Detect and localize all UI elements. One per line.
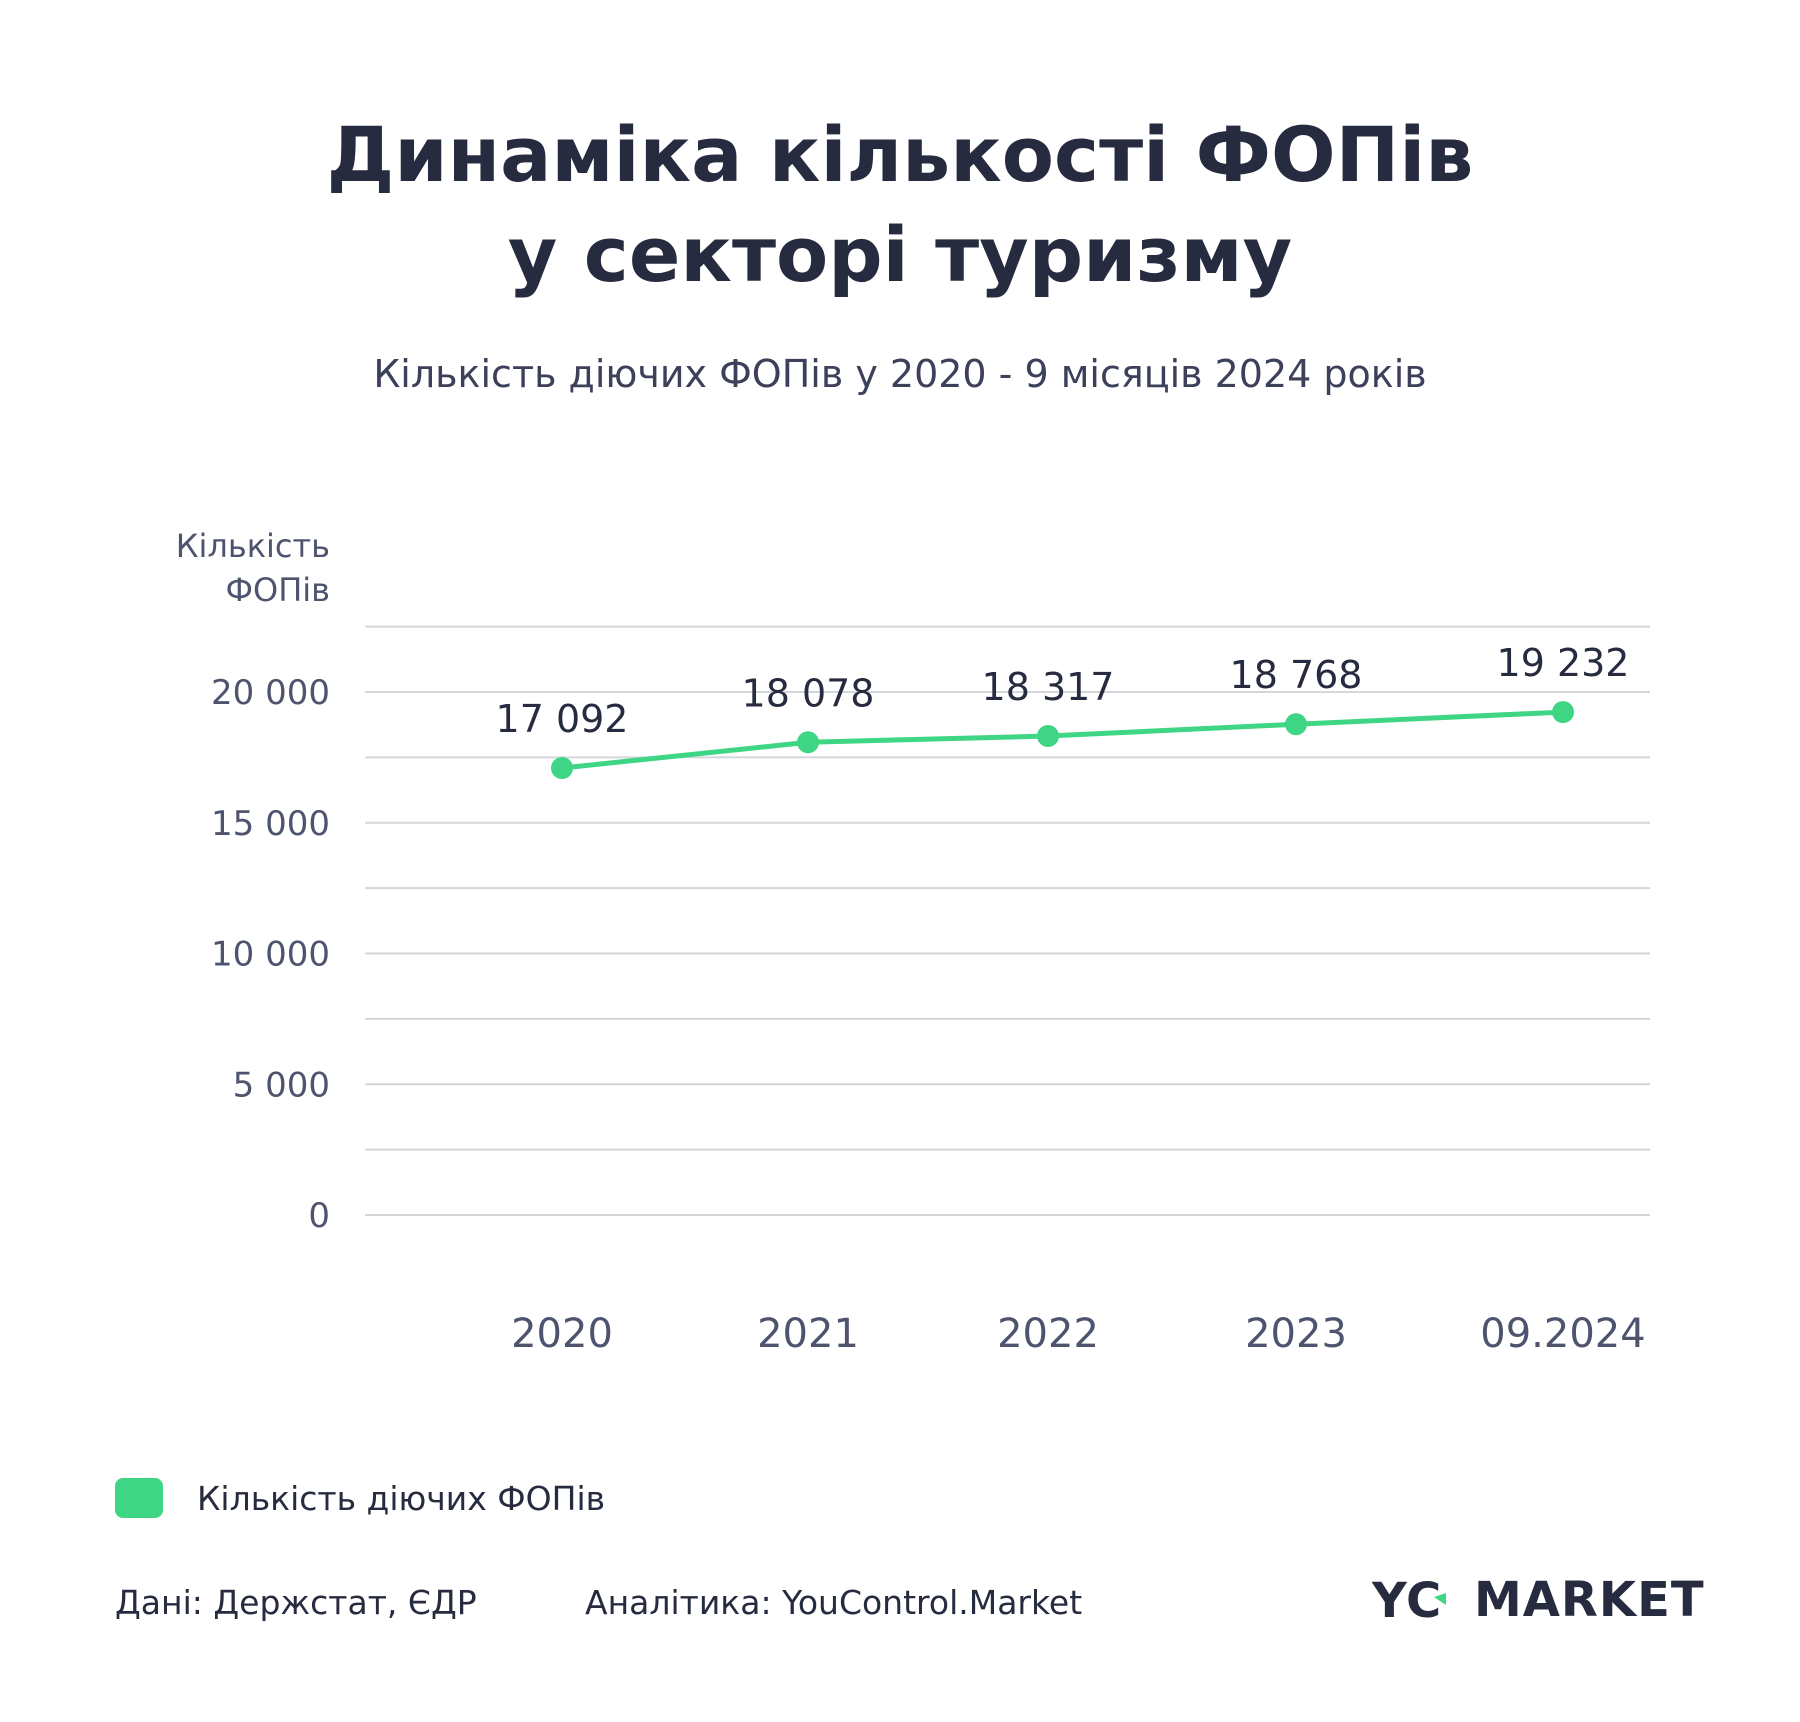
yc-logo-icon: YC	[1372, 1575, 1452, 1625]
chart-title-line2: у секторі туризму	[507, 210, 1293, 299]
data-label: 18 768	[1230, 653, 1363, 697]
data-labels: 17 092 18 078 18 317 18 768 19 232	[496, 641, 1630, 741]
legend-swatch	[115, 1478, 163, 1518]
y-axis-label-line1: Кількість	[175, 527, 330, 565]
data-point	[1552, 701, 1574, 724]
brand-text: MARKET	[1474, 1572, 1705, 1628]
y-tick-label: 5 000	[233, 1065, 330, 1105]
x-tick-labels: 2020 2021 2022 2023 09.2024	[511, 1311, 1646, 1357]
data-point	[797, 731, 819, 754]
x-tick-label: 09.2024	[1480, 1311, 1645, 1357]
legend: Кількість діючих ФОПів	[115, 1478, 605, 1518]
y-tick-label: 20 000	[211, 673, 330, 713]
x-tick-label: 2022	[997, 1311, 1099, 1357]
data-label: 18 078	[742, 671, 875, 715]
grid-lines	[365, 625, 1650, 1216]
chart-title: Динаміка кількості ФОПів у секторі туриз…	[0, 105, 1800, 305]
data-point	[551, 757, 573, 780]
data-points	[551, 701, 1574, 780]
yc-logo-letters: YC	[1372, 1575, 1442, 1625]
x-tick-label: 2021	[757, 1311, 859, 1357]
series-line-layer	[559, 709, 1566, 771]
y-tick-labels: 0 5 000 10 000 15 000 20 000	[211, 673, 330, 1236]
chart-subtitle: Кількість діючих ФОПів у 2020 - 9 місяці…	[373, 352, 1427, 396]
y-axis-label: Кількість ФОПів	[100, 524, 330, 612]
x-tick-label: 2020	[511, 1311, 613, 1357]
data-label: 18 317	[982, 665, 1115, 709]
footer-analytics: Аналітика: YouControl.Market	[585, 1583, 1083, 1622]
y-tick-label: 15 000	[211, 804, 330, 844]
legend-label: Кількість діючих ФОПів	[197, 1478, 606, 1518]
data-label: 19 232	[1497, 641, 1630, 685]
x-tick-label: 2023	[1245, 1311, 1347, 1357]
brand-logo: YC MARKET	[1372, 1572, 1705, 1628]
y-tick-label: 10 000	[211, 935, 330, 975]
data-point	[1285, 713, 1307, 736]
y-axis-label-line2: ФОПів	[225, 571, 330, 609]
data-point	[1037, 725, 1059, 748]
y-tick-label: 0	[308, 1196, 330, 1236]
data-label: 17 092	[496, 697, 629, 741]
footer-source: Дані: Держстат, ЄДР	[115, 1583, 477, 1622]
chart-title-line1: Динаміка кількості ФОПів	[326, 110, 1474, 199]
series-line	[559, 709, 1566, 771]
